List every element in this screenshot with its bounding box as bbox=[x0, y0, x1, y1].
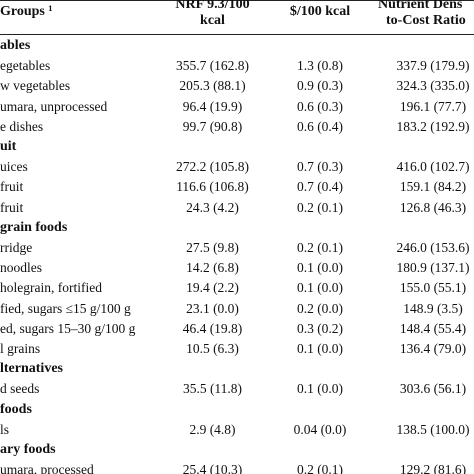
group-heading: foods bbox=[0, 401, 32, 417]
row-label: fruit bbox=[0, 199, 24, 215]
cell-cost: 0.1 (0.0) bbox=[296, 341, 344, 356]
cell-ndcr: 196.1 (77.7) bbox=[399, 98, 467, 114]
cell-ndcr: 126.8 (46.3) bbox=[399, 199, 467, 215]
header-nrf-line2: kcal bbox=[200, 13, 225, 28]
cell-ndcr: 159.1 (84.2) bbox=[399, 179, 467, 195]
row-label: d seeds bbox=[0, 381, 40, 397]
cell-nrf: 99.7 (90.8) bbox=[182, 118, 243, 134]
cell-cost: 0.3 (0.2) bbox=[296, 320, 344, 336]
group-heading: grain foods bbox=[0, 219, 68, 235]
header-ndcr-line2: to-Cost Ratio bbox=[386, 13, 466, 28]
cell-cost: 0.2 (0.0) bbox=[296, 300, 344, 316]
cell-ndcr: 138.5 (100.0) bbox=[396, 421, 470, 437]
cell-cost: 0.1 (0.0) bbox=[296, 280, 344, 296]
cell-cost: 0.2 (0.1) bbox=[296, 199, 344, 215]
header-groups: Groups ¹ bbox=[0, 4, 53, 19]
row-label: w vegetables bbox=[0, 78, 71, 94]
row-label: fruit bbox=[0, 179, 24, 195]
cell-nrf: 205.3 (88.1) bbox=[179, 78, 246, 94]
cell-nrf: 24.3 (4.2) bbox=[186, 199, 239, 215]
table-top-rule bbox=[0, 0, 474, 1]
cell-nrf: 23.1 (0.0) bbox=[186, 300, 239, 316]
cell-ndcr: 136.4 (79.0) bbox=[399, 341, 467, 356]
header-ndcr-line1: Nutrient Dens bbox=[378, 0, 463, 12]
cell-nrf: 25.4 (10.3) bbox=[182, 462, 243, 474]
header-nrf-line1: NRF 9.3/100 bbox=[175, 0, 250, 12]
cell-ndcr: 180.9 (137.1) bbox=[396, 260, 470, 276]
row-label: e dishes bbox=[0, 118, 44, 134]
row-label: holegrain, fortified bbox=[0, 280, 102, 296]
cell-ndcr: 129.2 (81.6) bbox=[399, 462, 467, 474]
cell-nrf: 272.2 (105.8) bbox=[175, 159, 250, 175]
cell-ndcr: 246.0 (153.6) bbox=[396, 240, 470, 255]
row-label: l grains bbox=[0, 341, 41, 356]
cell-ndcr: 183.2 (192.9) bbox=[396, 118, 470, 134]
cell-cost: 0.2 (0.1) bbox=[296, 240, 344, 255]
cell-nrf: 46.4 (19.8) bbox=[182, 320, 243, 336]
cell-cost: 0.9 (0.3) bbox=[296, 78, 344, 94]
cell-cost: 0.1 (0.0) bbox=[296, 260, 344, 276]
cell-nrf: 10.5 (6.3) bbox=[186, 341, 239, 356]
cell-cost: 0.1 (0.0) bbox=[296, 381, 344, 397]
group-heading: ary foods bbox=[0, 442, 56, 457]
cell-cost: 0.7 (0.4) bbox=[296, 179, 344, 195]
cell-ndcr: 155.0 (55.1) bbox=[399, 280, 467, 296]
cell-nrf: 116.6 (106.8) bbox=[176, 179, 249, 195]
cell-nrf: 19.4 (2.2) bbox=[186, 280, 239, 296]
row-label: fied, sugars ≤15 g/100 g bbox=[0, 300, 131, 316]
cell-ndcr: 324.3 (335.0) bbox=[396, 78, 470, 94]
cell-cost: 0.04 (0.0) bbox=[293, 421, 347, 437]
cell-cost: 1.3 (0.8) bbox=[296, 58, 344, 74]
cell-ndcr: 148.9 (3.5) bbox=[403, 300, 463, 316]
cell-cost: 0.6 (0.3) bbox=[296, 98, 344, 114]
cell-nrf: 27.5 (9.8) bbox=[186, 240, 239, 255]
row-label: noodles bbox=[0, 260, 42, 276]
row-label: ed, sugars 15–30 g/100 g bbox=[0, 320, 136, 336]
cell-cost: 0.2 (0.1) bbox=[296, 462, 344, 474]
cell-ndcr: 303.6 (56.1) bbox=[399, 381, 467, 397]
group-heading: ables bbox=[0, 38, 31, 53]
cell-ndcr: 416.0 (102.7) bbox=[396, 159, 470, 175]
row-label: egetables bbox=[0, 58, 51, 74]
group-heading: lternatives bbox=[0, 361, 63, 377]
row-label: rridge bbox=[0, 240, 33, 255]
cell-cost: 0.7 (0.3) bbox=[296, 159, 344, 175]
header-cost: $/100 kcal bbox=[289, 4, 351, 19]
header-bottom-rule bbox=[0, 34, 474, 35]
cell-nrf: 35.5 (11.8) bbox=[182, 381, 243, 397]
cell-ndcr: 148.4 (55.4) bbox=[399, 320, 467, 336]
cell-nrf: 355.7 (162.8) bbox=[175, 58, 250, 74]
row-label: umara, unprocessed bbox=[0, 98, 108, 114]
row-label: uices bbox=[0, 159, 28, 175]
cell-nrf: 14.2 (6.8) bbox=[186, 260, 239, 276]
cell-nrf: 96.4 (19.9) bbox=[182, 98, 243, 114]
row-label: ls bbox=[0, 421, 10, 437]
cell-nrf: 2.9 (4.8) bbox=[189, 421, 236, 437]
row-label: umara, processed bbox=[0, 462, 94, 474]
cell-cost: 0.6 (0.4) bbox=[296, 118, 344, 134]
group-heading: uit bbox=[0, 139, 17, 154]
cell-ndcr: 337.9 (179.9) bbox=[396, 58, 470, 74]
